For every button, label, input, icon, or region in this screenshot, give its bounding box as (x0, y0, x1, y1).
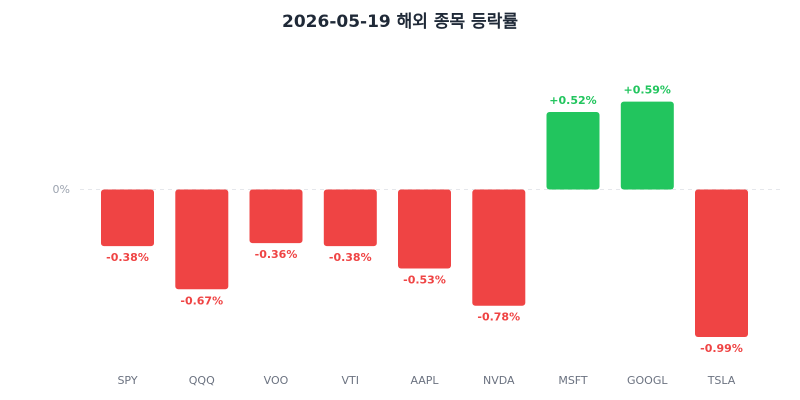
value-label-googl: +0.59% (624, 84, 671, 97)
value-label-spy: -0.38% (106, 251, 149, 264)
value-label-vti: -0.38% (329, 251, 372, 264)
x-tick-label-voo: VOO (264, 374, 289, 387)
value-label-tsla: -0.99% (700, 342, 743, 355)
bar-aapl (398, 189, 451, 269)
bar-qqq (175, 189, 229, 290)
x-tick-label-qqq: QQQ (189, 374, 215, 387)
zero-axis-label: 0% (53, 183, 70, 196)
bar-tsla (695, 189, 748, 337)
bar-msft (546, 112, 600, 190)
x-tick-label-googl: GOOGL (627, 374, 668, 387)
bar-googl (620, 101, 674, 190)
x-tick-label-msft: MSFT (558, 374, 588, 387)
x-tick-label-vti: VTI (342, 374, 360, 387)
x-tick-label-spy: SPY (117, 374, 137, 387)
bar-voo (249, 189, 303, 244)
value-label-msft: +0.52% (549, 94, 596, 107)
x-tick-label-nvda: NVDA (483, 374, 515, 387)
value-label-aapl: -0.53% (403, 274, 446, 287)
bar-nvda (472, 189, 526, 306)
value-label-qqq: -0.67% (180, 294, 223, 307)
bars-group: -0.38% SPY -0.67% QQQ -0.36% VOO -0.38% VTI -0.5… (101, 84, 748, 387)
value-label-voo: -0.36% (255, 248, 298, 261)
value-label-nvda: -0.78% (477, 311, 520, 324)
x-tick-label-aapl: AAPL (410, 374, 439, 387)
bar-spy (101, 189, 154, 247)
chart-title: 2026-05-19 해외 종목 등락률 (282, 12, 518, 32)
bar-vti (323, 189, 377, 247)
x-tick-label-tsla: TSLA (707, 374, 736, 387)
